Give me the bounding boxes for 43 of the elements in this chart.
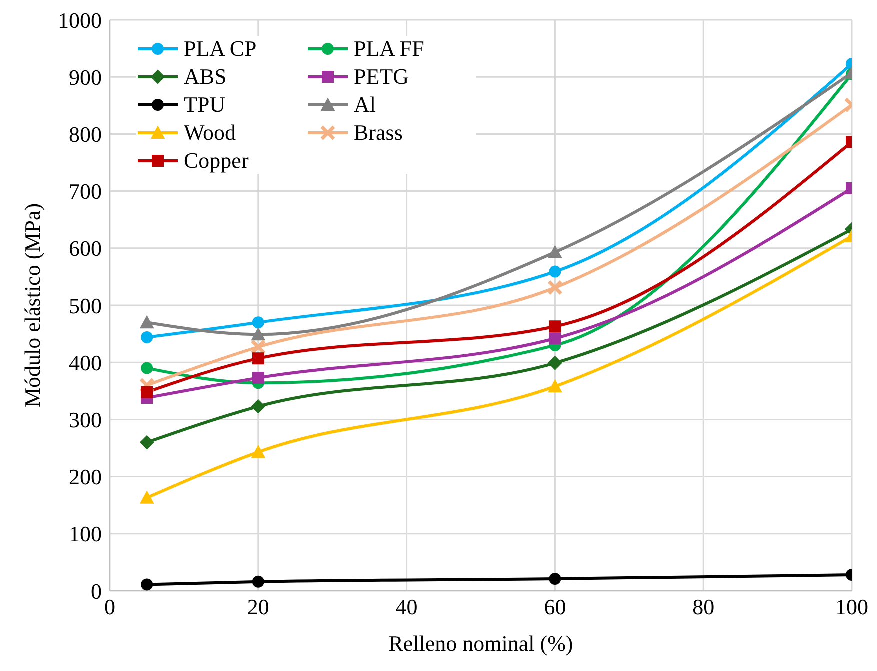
point [141, 578, 154, 591]
y-tick-label: 100 [69, 522, 102, 547]
y-tick-label: 800 [69, 122, 102, 148]
point [251, 327, 266, 341]
x-tick-label: 40 [396, 594, 418, 620]
point [140, 490, 154, 504]
point [139, 378, 155, 394]
legend-label: PLA CP [184, 36, 257, 62]
point [140, 435, 154, 450]
y-tick-label: 600 [69, 236, 102, 262]
point [250, 339, 266, 355]
point [251, 445, 266, 458]
legend-label: Al [354, 92, 376, 118]
legend-label: TPU [184, 92, 226, 118]
y-tick-label: 200 [69, 464, 102, 490]
y-tick-label: 700 [69, 179, 102, 204]
y-tick-label: 500 [69, 293, 102, 318]
y-tick-label: 400 [69, 350, 102, 376]
point [252, 352, 264, 365]
point [252, 372, 264, 384]
point [252, 316, 264, 329]
x-tick-label: 20 [247, 594, 270, 620]
legend-label: Wood [184, 120, 236, 146]
legend-label: PLA FF [354, 36, 424, 62]
legend-label: Copper [184, 148, 249, 174]
point [141, 362, 154, 374]
point [251, 399, 266, 414]
y-tick-label: 0 [91, 578, 102, 604]
x-tick-label: 60 [544, 594, 566, 620]
point [141, 331, 154, 344]
y-axis-title: Módulo elástico (MPa) [20, 203, 45, 408]
y-tick-label: 1000 [58, 8, 102, 33]
x-tick-label: 80 [692, 594, 715, 620]
legend-label: ABS [184, 64, 227, 90]
legend-label: PETG [354, 64, 409, 90]
legend-label: Brass [354, 120, 403, 146]
point [140, 315, 154, 329]
point [141, 386, 154, 398]
point [252, 576, 264, 588]
x-axis-title: Relleno nominal (%) [388, 631, 574, 656]
x-tick-label: 100 [836, 594, 868, 620]
y-tick-label: 900 [69, 64, 102, 90]
y-tick-label: 300 [69, 408, 102, 433]
